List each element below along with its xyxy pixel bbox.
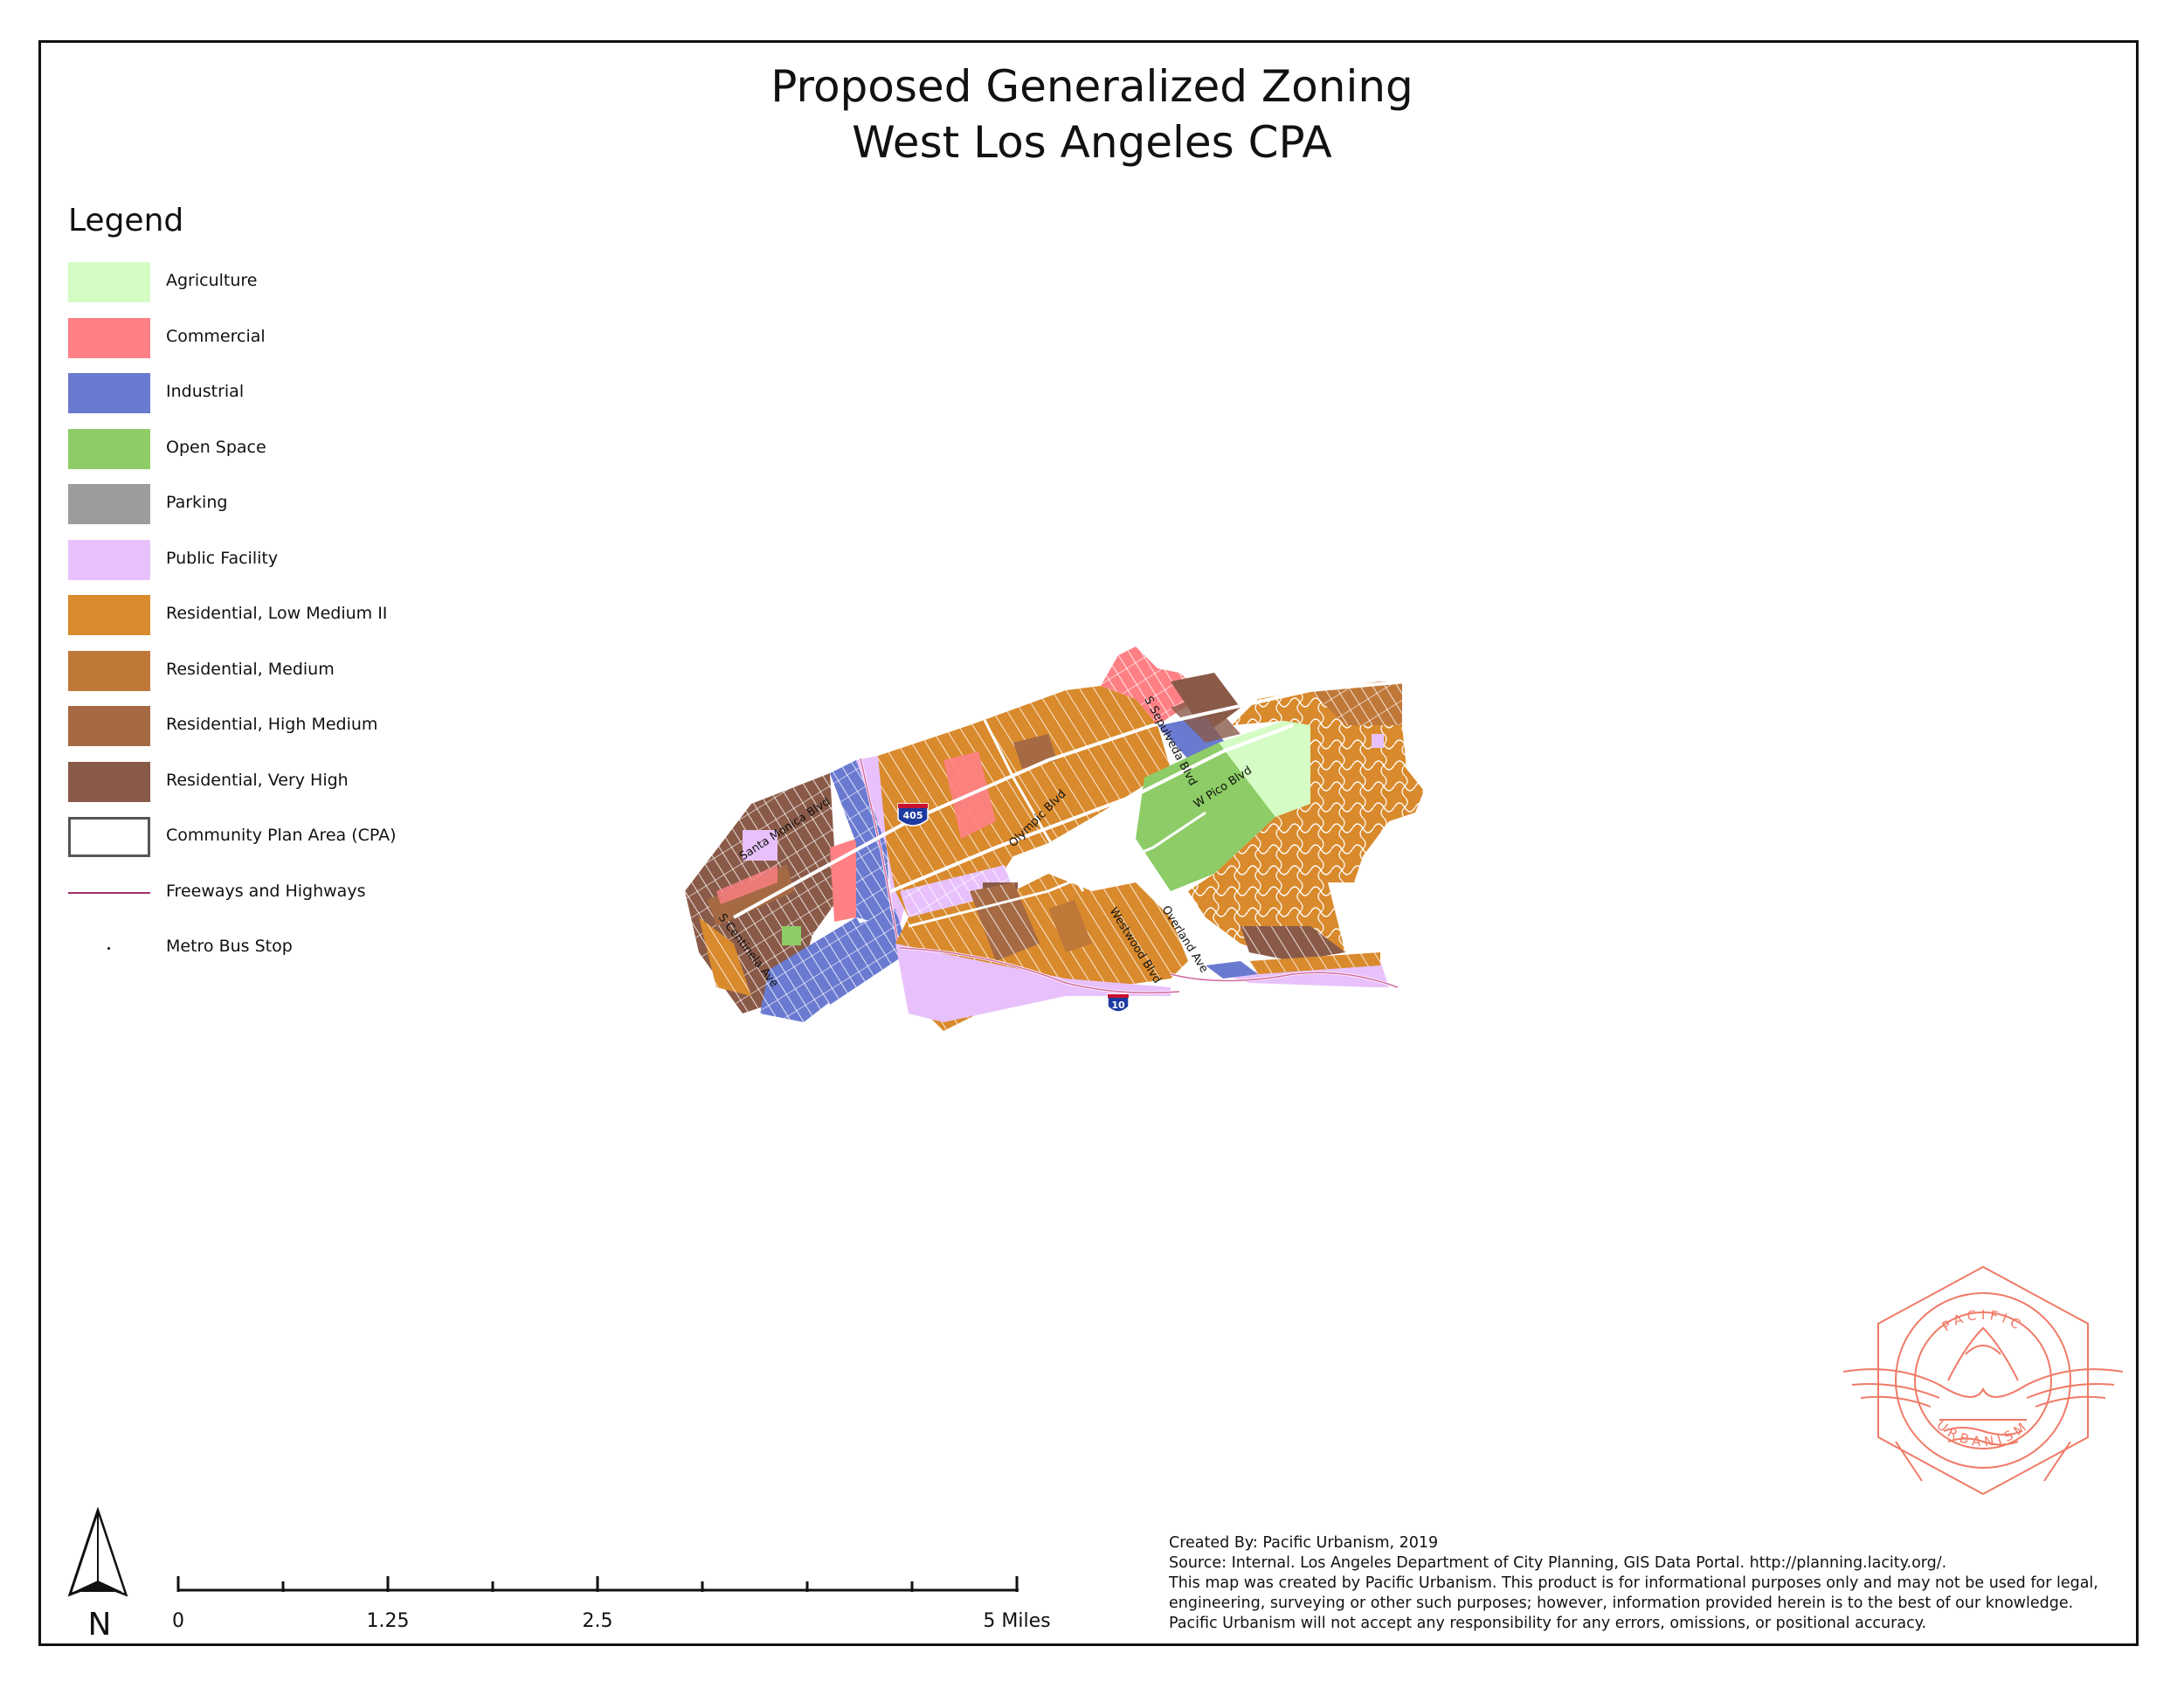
pacific-urbanism-logo: PACIFIC URBANISM	[1843, 1265, 2123, 1496]
legend-label: Freeways and Highways	[166, 881, 366, 901]
legend-swatch	[68, 928, 150, 968]
map-frame	[38, 40, 2139, 1646]
legend-item: Commercial	[68, 317, 592, 358]
legend-swatch	[68, 262, 150, 302]
legend-item: Parking	[68, 484, 592, 524]
legend-swatch	[68, 484, 150, 524]
scale-label-1-25: 1.25	[367, 1610, 410, 1632]
legend-label: Metro Bus Stop	[166, 937, 293, 956]
legend-item: Residential, High Medium	[68, 706, 592, 746]
legend-label: Industrial	[166, 382, 245, 401]
legend-label: Residential, High Medium	[166, 715, 378, 734]
legend-label: Community Plan Area (CPA)	[166, 826, 397, 845]
north-arrow: N	[67, 1507, 128, 1638]
svg-text:10: 10	[1111, 1000, 1125, 1011]
legend-swatch	[68, 817, 150, 857]
scale-label-0: 0	[172, 1610, 184, 1632]
legend-swatch	[68, 373, 150, 413]
legend-label: Parking	[166, 493, 228, 512]
legend-item: Residential, Low Medium II	[68, 595, 592, 635]
legend-item: Metro Bus Stop	[68, 928, 592, 968]
map-title: Proposed Generalized Zoning	[771, 61, 1413, 112]
legend-label: Commercial	[166, 326, 266, 346]
credits-source: Source: Internal. Los Angeles Department…	[1169, 1554, 1947, 1572]
scale-label-5-miles: 5 Miles	[983, 1610, 1050, 1632]
legend-swatch	[68, 428, 150, 469]
legend-item: Freeways and Highways	[68, 873, 592, 913]
map-east-area	[1188, 681, 1424, 961]
legend-label: Public Facility	[166, 548, 279, 568]
credits-created-by: Created By: Pacific Urbanism, 2019	[1169, 1534, 1439, 1552]
map-major-roads	[733, 680, 1407, 928]
legend-swatch	[68, 595, 150, 635]
north-label: N	[88, 1607, 112, 1638]
legend-swatch	[68, 317, 150, 358]
logo-text-bottom: URBANISM	[1933, 1417, 2033, 1450]
legend-item: Agriculture	[68, 262, 592, 302]
legend-label: Residential, Low Medium II	[166, 604, 388, 623]
legend-title: Legend	[68, 203, 184, 239]
legend-item: Public Facility	[68, 539, 592, 580]
legend-label: Open Space	[166, 437, 266, 457]
credits-disclaimer-2: engineering, surveying or other such pur…	[1169, 1595, 2074, 1612]
legend-swatch	[68, 873, 150, 913]
legend-item: Open Space	[68, 428, 592, 469]
interstate-405-shield: 405	[897, 803, 929, 827]
legend-label: Agriculture	[166, 271, 258, 290]
svg-text:405: 405	[903, 810, 923, 821]
zoning-map: Santa Monica Blvd S Centinela Ave Olympi…	[685, 647, 1424, 1031]
legend-item: Residential, Very High	[68, 761, 592, 802]
legend-label: Residential, Medium	[166, 659, 335, 679]
legend-item: Industrial	[68, 373, 592, 413]
legend-swatch	[68, 650, 150, 691]
map-central-area	[878, 686, 1171, 917]
legend-label: Residential, Very High	[166, 770, 349, 790]
map-405-corridor	[812, 756, 913, 1005]
map-open-space	[1136, 721, 1310, 891]
map-south-central	[895, 874, 1188, 1031]
scale-bar: 0 1.25 2.5 5 Miles	[172, 1576, 1051, 1632]
credits-disclaimer-1: This map was created by Pacific Urbanism…	[1169, 1574, 2098, 1592]
legend-swatch	[68, 706, 150, 746]
map-southeast-tail	[1170, 952, 1399, 989]
map-subtitle: West Los Angeles CPA	[852, 117, 1332, 168]
legend-swatch	[68, 761, 150, 802]
scale-label-2-5: 2.5	[583, 1610, 613, 1632]
interstate-10-shield: 10	[1107, 993, 1130, 1013]
logo-text-top: PACIFIC	[1939, 1307, 2027, 1335]
legend-item: Community Plan Area (CPA)	[68, 817, 592, 857]
credits-disclaimer-3: Pacific Urbanism will not accept any res…	[1169, 1615, 1927, 1632]
credits-block: Created By: Pacific Urbanism, 2019 Sourc…	[1169, 1533, 2098, 1634]
legend-swatch	[68, 539, 150, 580]
legend-item: Residential, Medium	[68, 650, 592, 691]
